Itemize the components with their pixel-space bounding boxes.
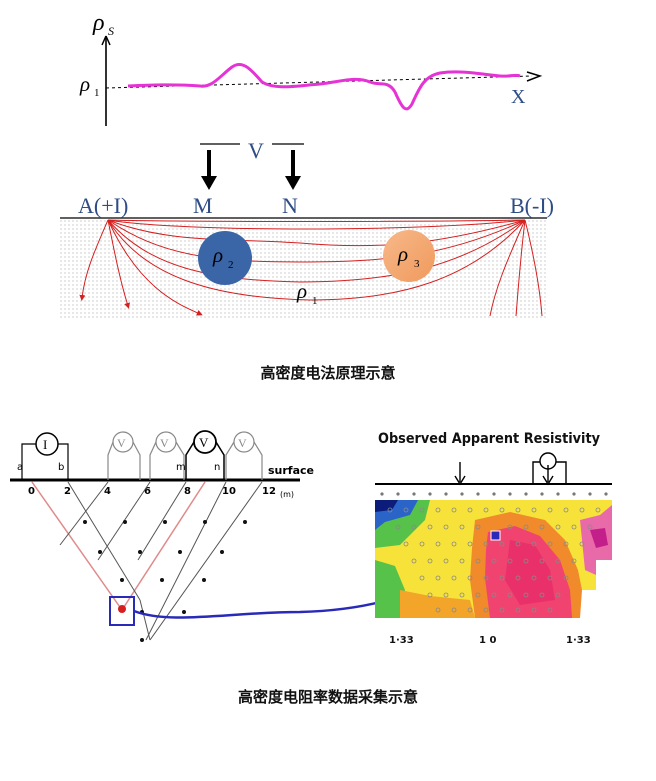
voltmeter-label-3: V xyxy=(199,435,209,450)
selected-datum-point xyxy=(118,605,126,613)
electrode-m-arrow-icon xyxy=(201,176,217,190)
surface-label: surface xyxy=(268,464,314,477)
tick-6: 6 xyxy=(144,486,151,497)
profile-graph: ρ S ρ 1 X xyxy=(79,10,543,126)
current-field-lines xyxy=(79,219,543,317)
resistivity-body-2 xyxy=(198,231,252,285)
body2-symbol: ρ xyxy=(212,243,223,267)
datum-circle-grid xyxy=(387,507,601,613)
current-circuit xyxy=(21,443,69,480)
rho1-symbol: ρ xyxy=(79,72,90,96)
electrode-n-label: N xyxy=(282,193,298,218)
tick-8: 8 xyxy=(184,486,191,497)
surface-electrode-dots xyxy=(380,492,608,496)
electrode-n-arrow-icon xyxy=(285,176,301,190)
subsurface-section: ρ 2 ρ 3 ρ 1 xyxy=(60,217,547,318)
electrode-a-label: A(+I) xyxy=(78,193,128,218)
body2-subscript: 2 xyxy=(228,259,234,271)
field-orange-bottom xyxy=(400,590,475,618)
voltmeter-label-2: V xyxy=(160,436,169,450)
acquisition-sketch: I V V V V surface (m) a b m n 0 2 4 6 8 … xyxy=(10,430,500,642)
pseudosection-title: Observed Apparent Resistivity xyxy=(378,431,600,447)
voltmeter-label-4: V xyxy=(238,436,247,450)
voltmeter-label-1: V xyxy=(117,436,126,450)
field-navy xyxy=(375,500,398,512)
electrode-array: V A(+I) M N B(-I) xyxy=(78,138,554,218)
x-axis-label: X xyxy=(511,86,526,108)
tick-10: 10 xyxy=(222,486,236,497)
scale-label-right: 1·33 xyxy=(566,635,591,646)
scale-label-middle: 1 0 xyxy=(479,635,496,646)
tick-4: 4 xyxy=(104,486,111,497)
electrode-letter-b: b xyxy=(58,462,64,473)
baseline-rho1 xyxy=(105,75,533,89)
tick-12: 12 xyxy=(262,486,276,497)
host-subscript: 1 xyxy=(312,295,318,307)
target-datum-marker xyxy=(490,530,501,541)
current-meter-label: I xyxy=(43,437,47,452)
x-axis-arrow-icon xyxy=(526,71,543,82)
caption-principle: 高密度电法原理示意 xyxy=(260,364,396,382)
tick-2: 2 xyxy=(64,486,71,497)
current-electrode-arrow-icon xyxy=(454,475,466,486)
unit-label: (m) xyxy=(280,490,294,499)
body3-symbol: ρ xyxy=(397,242,408,266)
electrode-b-label: B(-I) xyxy=(510,193,554,218)
datum-points xyxy=(83,520,247,642)
construction-lines xyxy=(59,481,263,641)
host-symbol: ρ xyxy=(296,279,307,303)
rho-s-subscript: S xyxy=(108,24,114,38)
active-voltage-circuit xyxy=(185,441,225,480)
electrode-letter-m: m xyxy=(176,462,186,473)
body3-subscript: 3 xyxy=(414,258,420,270)
tick-0: 0 xyxy=(28,486,35,497)
ghost-voltmeters xyxy=(107,431,263,480)
scale-label-left: 1·33 xyxy=(389,635,414,646)
field-magenta-right xyxy=(590,528,608,548)
potential-electrode-arrow-icon xyxy=(542,475,554,486)
field-red-core xyxy=(505,540,555,605)
construction-lines-red xyxy=(31,481,206,611)
voltage-label: V xyxy=(248,138,264,163)
pseudosection: Observed Apparent Resistivity xyxy=(375,431,612,646)
electrode-letter-n: n xyxy=(214,462,220,473)
electrode-letter-a: a xyxy=(17,462,23,473)
caption-acquisition: 高密度电阻率数据采集示意 xyxy=(237,688,418,706)
y-axis-arrow-icon xyxy=(101,35,111,46)
resistivity-body-3 xyxy=(383,230,435,282)
electrode-m-label: M xyxy=(193,193,213,218)
field-green-bottom-left xyxy=(375,560,405,618)
rho-s-symbol: ρ xyxy=(92,10,105,36)
apparent-resistivity-curve xyxy=(127,62,521,111)
potential-dipole-marker xyxy=(532,461,567,484)
rho1-subscript: 1 xyxy=(94,87,100,99)
